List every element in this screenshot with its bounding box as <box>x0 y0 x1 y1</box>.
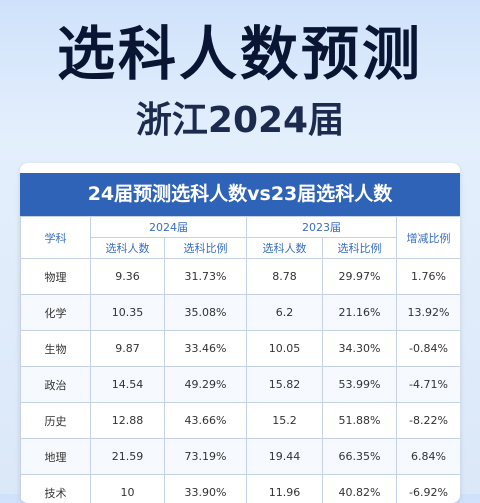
change-header: 增减比例 <box>397 217 461 259</box>
subject-cell: 化学 <box>21 295 91 331</box>
ratio-2023-cell: 40.82% <box>323 475 397 503</box>
ratio-2024-cell: 43.66% <box>165 403 247 439</box>
ratio-2024-cell: 73.19% <box>165 439 247 475</box>
change-cell: 1.76% <box>397 259 461 295</box>
count-2024-cell: 21.59 <box>91 439 165 475</box>
count-2023-cell: 6.2 <box>247 295 323 331</box>
ratio-2024-cell: 33.90% <box>165 475 247 503</box>
count-2024-cell: 9.87 <box>91 331 165 367</box>
count-2023-cell: 11.96 <box>247 475 323 503</box>
table-title: 24届预测选科人数vs23届选科人数 <box>20 173 460 216</box>
subject-cell: 物理 <box>21 259 91 295</box>
change-cell: 6.84% <box>397 439 461 475</box>
subject-header: 学科 <box>21 217 91 259</box>
ratio-2024-cell: 31.73% <box>165 259 247 295</box>
count-2023-cell: 8.78 <box>247 259 323 295</box>
group-2024-header: 2024届 <box>91 217 247 238</box>
count-2023-cell: 10.05 <box>247 331 323 367</box>
ratio-2023-header: 选科比例 <box>323 238 397 259</box>
ratio-2023-cell: 29.97% <box>323 259 397 295</box>
count-2023-cell: 15.82 <box>247 367 323 403</box>
subject-cell: 地理 <box>21 439 91 475</box>
ratio-2023-cell: 21.16% <box>323 295 397 331</box>
count-2024-cell: 10.35 <box>91 295 165 331</box>
ratio-2024-header: 选科比例 <box>165 238 247 259</box>
count-2024-cell: 9.36 <box>91 259 165 295</box>
subject-cell: 生物 <box>21 331 91 367</box>
count-2023-cell: 15.2 <box>247 403 323 439</box>
change-cell: -6.92% <box>397 475 461 503</box>
change-cell: -0.84% <box>397 331 461 367</box>
subject-cell: 历史 <box>21 403 91 439</box>
count-2024-cell: 10 <box>91 475 165 503</box>
ratio-2023-cell: 34.30% <box>323 331 397 367</box>
count-2023-cell: 19.44 <box>247 439 323 475</box>
page-title: 选科人数预测 <box>0 4 480 104</box>
ratio-2023-cell: 51.88% <box>323 403 397 439</box>
count-2023-header: 选科人数 <box>247 238 323 259</box>
count-2024-cell: 14.54 <box>91 367 165 403</box>
count-2024-cell: 12.88 <box>91 403 165 439</box>
change-cell: -4.71% <box>397 367 461 403</box>
count-2024-header: 选科人数 <box>91 238 165 259</box>
ratio-2023-cell: 53.99% <box>323 367 397 403</box>
ratio-2024-cell: 35.08% <box>165 295 247 331</box>
prediction-table: 学科 2024届 2023届 增减比例 选科人数 选科比例 选科人数 选科比例 … <box>20 216 460 503</box>
change-cell: 13.92% <box>397 295 461 331</box>
page-subtitle: 浙江2024届 <box>0 96 480 146</box>
group-2023-header: 2023届 <box>247 217 397 238</box>
change-cell: -8.22% <box>397 403 461 439</box>
ratio-2024-cell: 33.46% <box>165 331 247 367</box>
ratio-2024-cell: 49.29% <box>165 367 247 403</box>
subject-cell: 技术 <box>21 475 91 503</box>
ratio-2023-cell: 66.35% <box>323 439 397 475</box>
prediction-table-card: 24届预测选科人数vs23届选科人数 学科 2024届 2023届 增减比例 选… <box>20 163 460 503</box>
subject-cell: 政治 <box>21 367 91 403</box>
